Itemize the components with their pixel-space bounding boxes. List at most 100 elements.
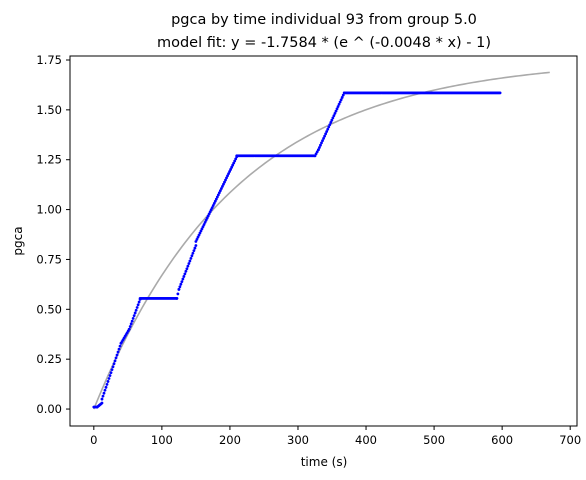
- data-point: [222, 182, 225, 186]
- data-point: [212, 201, 216, 205]
- data-point: [333, 111, 337, 115]
- data-point: [193, 246, 197, 250]
- data-point: [114, 356, 118, 360]
- x-axis: 0 100 200 300 400 500 600 700: [90, 426, 581, 447]
- data-point: [328, 123, 332, 127]
- x-tick-label: 0: [90, 433, 97, 447]
- data-point: [215, 195, 219, 199]
- data-point: [332, 114, 336, 118]
- data-point: [185, 267, 189, 271]
- data-point: [104, 385, 108, 389]
- x-tick-label: 500: [423, 433, 445, 447]
- data-point: [210, 206, 214, 209]
- data-point: [216, 193, 220, 197]
- data-point: [234, 157, 238, 161]
- data-point: [105, 382, 109, 386]
- data-point: [231, 163, 235, 167]
- data-point: [199, 229, 203, 233]
- observed-series: [92, 91, 502, 409]
- data-point: [181, 277, 185, 281]
- data-point: [205, 216, 209, 220]
- data-point: [228, 170, 231, 173]
- data-point: [101, 394, 105, 398]
- data-point: [223, 180, 226, 184]
- data-point: [319, 143, 322, 147]
- data-point: [182, 275, 186, 278]
- data-point: [225, 176, 228, 180]
- data-point: [183, 272, 187, 276]
- y-tick-label: 0.25: [36, 352, 62, 366]
- data-point: [108, 374, 112, 377]
- y-tick-label: 0.50: [36, 302, 62, 316]
- data-point: [211, 204, 215, 207]
- data-point: [194, 244, 198, 247]
- data-point: [214, 197, 218, 201]
- data-point: [112, 362, 116, 366]
- data-point: [340, 96, 344, 99]
- data-point: [233, 159, 237, 163]
- data-point: [133, 311, 137, 315]
- data-point: [186, 264, 190, 268]
- data-point: [132, 314, 136, 318]
- data-point: [195, 237, 199, 241]
- data-point: [116, 350, 120, 354]
- data-point: [322, 136, 325, 140]
- data-point: [179, 282, 183, 286]
- data-point: [203, 221, 207, 224]
- data-point: [131, 316, 135, 320]
- y-axis-label: pgca: [11, 226, 25, 255]
- data-point: [197, 233, 201, 237]
- data-point: [100, 397, 104, 401]
- data-point: [209, 208, 213, 212]
- data-point: [232, 161, 236, 165]
- data-point: [113, 359, 117, 363]
- data-point: [323, 134, 326, 138]
- data-point: [330, 118, 334, 122]
- chart-title: pgca by time individual 93 from group 5.…: [171, 12, 477, 28]
- data-point: [184, 269, 188, 273]
- data-point: [135, 306, 139, 309]
- data-point: [110, 368, 114, 372]
- data-point: [335, 107, 339, 111]
- plot-area: [92, 71, 550, 410]
- x-tick-label: 700: [559, 433, 581, 447]
- data-point: [117, 347, 121, 351]
- data-point: [194, 240, 198, 243]
- data-point: [102, 391, 106, 395]
- data-point: [107, 377, 111, 380]
- y-tick-label: 1.25: [36, 153, 62, 167]
- data-point: [100, 401, 104, 405]
- data-point: [134, 308, 138, 312]
- data-point: [127, 327, 131, 331]
- data-point: [227, 172, 230, 176]
- data-point: [498, 91, 502, 95]
- data-point: [331, 116, 335, 120]
- data-point: [219, 189, 222, 193]
- data-point: [317, 148, 320, 152]
- data-point: [213, 199, 217, 203]
- data-point: [229, 168, 233, 171]
- data-point: [130, 319, 134, 323]
- y-tick-label: 1.75: [36, 53, 62, 67]
- data-point: [327, 125, 331, 129]
- data-point: [207, 212, 211, 216]
- data-point: [103, 388, 107, 392]
- data-point: [136, 303, 140, 307]
- data-point: [336, 105, 340, 108]
- data-point: [224, 178, 227, 182]
- data-point: [325, 130, 329, 133]
- data-point: [128, 325, 132, 328]
- x-tick-label: 100: [151, 433, 173, 447]
- data-point: [188, 259, 192, 263]
- data-point: [230, 165, 234, 169]
- data-point: [326, 127, 330, 131]
- data-point: [200, 227, 204, 231]
- data-point: [334, 109, 338, 113]
- data-point: [187, 262, 191, 265]
- x-axis-label: time (s): [301, 455, 348, 469]
- data-point: [137, 300, 141, 304]
- y-axis: 0.00 0.25 0.50 0.75 1.00 1.25 1.50 1.75: [36, 53, 70, 416]
- data-point: [198, 231, 202, 235]
